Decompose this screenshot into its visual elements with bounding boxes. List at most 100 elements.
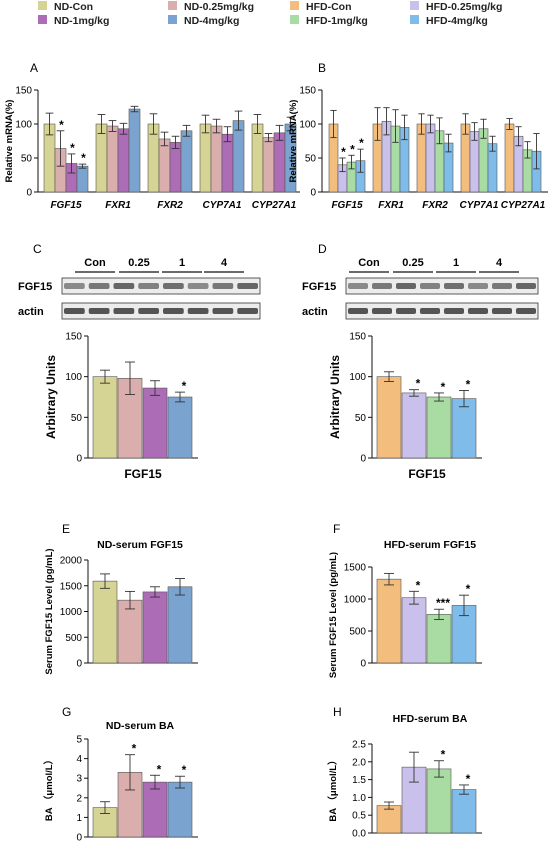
significance-marker: * [416,377,421,391]
blot-lane-label: 0.25 [128,257,149,269]
y-tick-label: 50 [305,154,317,165]
legend: ND-Con ND-0.25mg/kg HFD-Con HFD-0.25mg/kg ND… [38,1,502,27]
chart-h: 0.0 0.5 1.0 1.5 2.0 2.5 BA （μmol/L） HFD-serum B… [327,713,482,840]
x-tick-label: CYP27A1 [501,200,546,211]
chart-c: 0 50 100 150 Arbitrary Units * FGF15 [44,332,198,481]
blot-lane-label: 4 [221,257,228,269]
y-axis-label: Relative mRNA(%) [4,100,15,183]
x-tick-label: FXR2 [157,200,183,211]
panel-letter-e: E [62,522,70,536]
x-tick-label: FXR1 [378,200,404,211]
bar [426,768,452,834]
bar [426,396,452,459]
x-tick-label: CYP27A1 [252,200,297,211]
significance-marker: * [81,151,86,165]
blot-lane-label: 4 [496,257,503,269]
blot-band [468,308,488,314]
blot-band [492,308,512,314]
bar [142,387,168,459]
y-tick-label: 50 [21,154,33,165]
significance-marker: * [70,141,75,155]
y-tick-label: 1.5 [352,775,366,786]
bar [167,781,193,838]
y-tick-label: 1000 [60,607,83,618]
y-tick-label: 0 [360,454,366,465]
panel-letter-c: C [33,242,42,256]
significance-marker: * [182,763,187,777]
y-tick-label: 50 [355,413,367,424]
y-tick-label: 1 [76,813,82,824]
bar [158,138,171,193]
significance-marker: * [59,118,64,132]
blot-band [88,308,110,314]
chart-e: 0 500 1000 1500 2000 Serum FGF15 Level (pg/mL… [44,539,198,675]
blot-band [88,283,110,289]
chart-d: 0 50 100 150 Arbitrary Units * * * FGF15 [328,332,482,481]
significance-marker: * [466,582,471,596]
chart-f: 0 500 1000 1500 Serum FGF15 Level (pg/mL) HFD… [328,539,482,678]
bar [92,580,118,664]
y-tick-label: 0 [360,659,366,670]
blot-band [516,308,536,314]
bar [262,137,275,193]
panel-letter-a: A [30,61,38,75]
legend-label: HFD-4mg/kg [426,15,488,27]
y-tick-label: 150 [349,332,366,343]
legend-label: ND-0.25mg/kg [184,1,254,13]
blot-band [348,283,368,289]
legend-label: HFD-0.25mg/kg [426,1,502,13]
y-axis-label: Arbitrary Units [44,355,58,439]
bar [401,597,427,664]
blot-band [138,308,159,314]
bar [92,376,118,459]
blot-band [396,283,416,289]
chart-title: ND-serum FGF15 [97,539,183,551]
y-tick-label: 2 [76,793,82,804]
panel-letter-b: B [318,61,326,75]
x-tick-label: FGF15 [50,200,82,211]
panel-letter-d: D [318,242,327,256]
legend-label: HFD-Con [306,1,352,13]
y-tick-label: 500 [65,633,82,644]
blot-membrane [345,302,539,320]
panel-letter-h: H [333,705,342,719]
blot-membrane [345,277,539,295]
legend-swatch [290,1,299,10]
blot-band [113,308,135,314]
y-tick-label: 0 [76,659,82,670]
chart-g: 0 1 2 3 4 5 BA （μmol/L） ND-serum BA * * * [43,720,198,844]
blot-band [372,283,392,289]
x-tick-label: CYP7A1 [203,200,242,211]
y-tick-label: 150 [299,86,316,97]
y-tick-label: 150 [15,86,32,97]
blot-band [420,283,440,289]
bar [273,132,286,193]
y-tick-label: 0 [310,188,316,199]
blot-row-label: FGF15 [18,281,52,293]
y-tick-label: 2.0 [352,757,366,768]
significance-marker: * [341,145,346,159]
x-tick-label: CYP7A1 [460,200,499,211]
bar [451,398,477,459]
blot-band [468,283,488,289]
blot-row-label: actin [18,306,44,318]
y-tick-label: 3 [76,774,82,785]
blot-row-label: actin [302,306,328,318]
y-tick-label: 2.5 [352,740,366,751]
significance-marker: * [416,578,421,592]
y-tick-label: 0 [26,188,32,199]
y-tick-label: 1000 [344,595,367,606]
y-tick-label: 4 [76,754,82,765]
bar [425,123,436,193]
western-blots: Con 0.25 1 4 FGF15 actin Con 0.25 1 4 FGF15 actin [18,257,539,320]
blot-row-label: FGF15 [302,281,336,293]
bar [210,125,223,193]
blot-band [163,283,184,289]
blot-band [237,283,258,289]
blot-band [138,283,159,289]
y-tick-label: 0.5 [352,811,366,822]
y-tick-label: 0 [76,833,82,844]
legend-swatch [290,15,299,24]
